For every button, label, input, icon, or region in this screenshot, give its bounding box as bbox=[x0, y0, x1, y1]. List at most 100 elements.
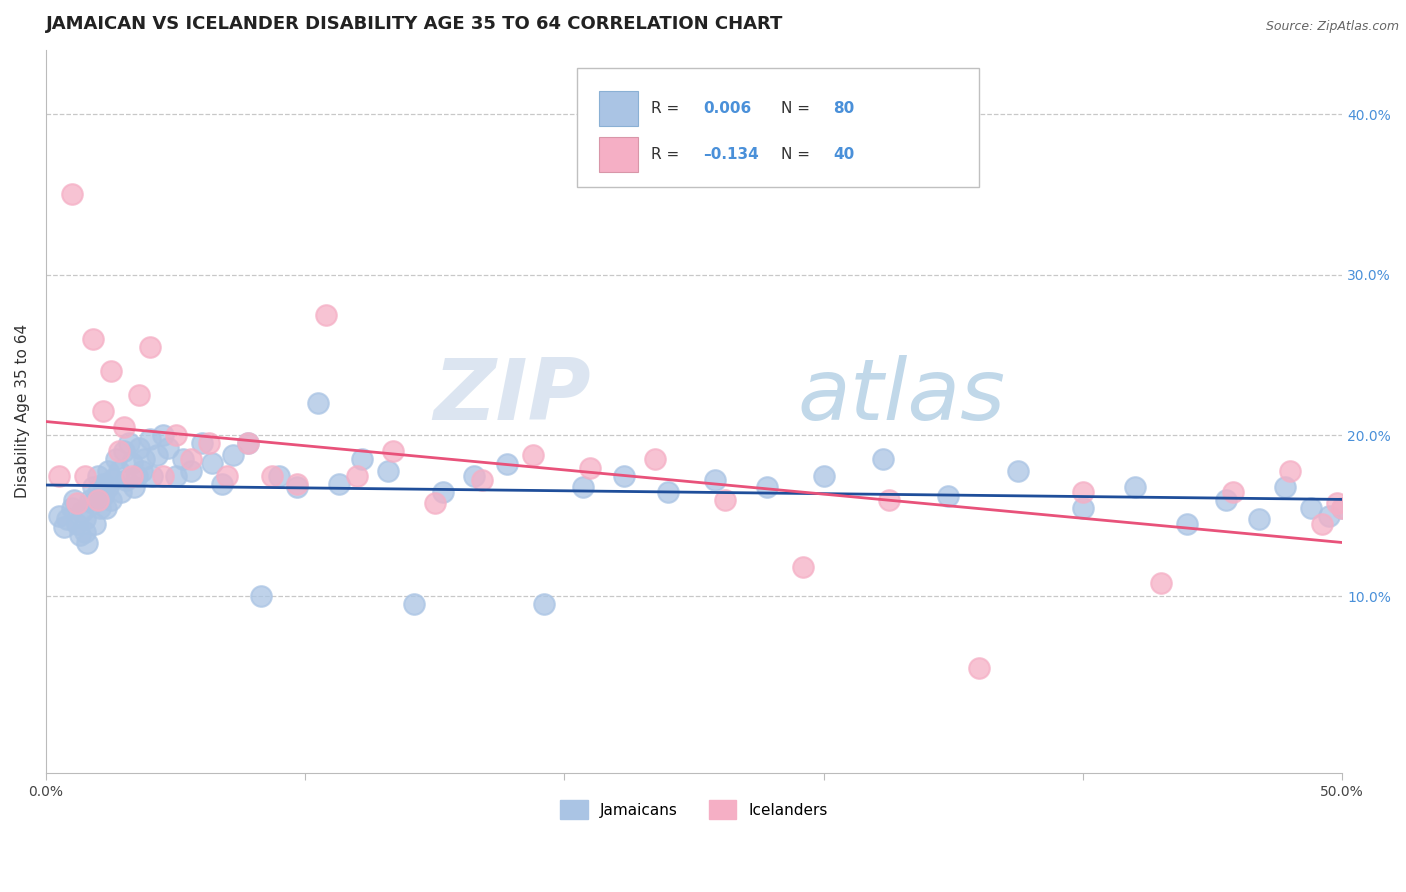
Point bbox=[100, 492, 122, 507]
Point bbox=[87, 484, 110, 499]
Point bbox=[1150, 576, 1173, 591]
Point bbox=[94, 500, 117, 515]
Point bbox=[128, 442, 150, 456]
Point bbox=[644, 452, 666, 467]
Point bbox=[60, 187, 83, 202]
Point bbox=[1326, 496, 1348, 510]
Point bbox=[404, 597, 426, 611]
Point bbox=[1123, 480, 1146, 494]
Point bbox=[165, 468, 187, 483]
Point bbox=[48, 468, 70, 483]
Point bbox=[60, 500, 83, 515]
Text: JAMAICAN VS ICELANDER DISABILITY AGE 35 TO 64 CORRELATION CHART: JAMAICAN VS ICELANDER DISABILITY AGE 35 … bbox=[46, 15, 783, 33]
Point bbox=[125, 468, 148, 483]
Point bbox=[115, 474, 138, 488]
Point bbox=[48, 508, 70, 523]
Point bbox=[377, 464, 399, 478]
Point bbox=[470, 474, 492, 488]
Point bbox=[107, 444, 129, 458]
Point bbox=[55, 512, 77, 526]
Point bbox=[131, 464, 153, 478]
Point bbox=[97, 464, 120, 478]
Point bbox=[496, 458, 519, 472]
Point bbox=[1007, 464, 1029, 478]
Point bbox=[172, 452, 194, 467]
Point bbox=[73, 524, 96, 539]
Point bbox=[1215, 492, 1237, 507]
Point bbox=[79, 492, 101, 507]
Point bbox=[571, 480, 593, 494]
Text: atlas: atlas bbox=[797, 355, 1005, 438]
Text: –0.134: –0.134 bbox=[703, 147, 759, 162]
Point bbox=[238, 436, 260, 450]
Point bbox=[146, 448, 169, 462]
Point bbox=[66, 516, 89, 531]
Point bbox=[141, 468, 163, 483]
Point bbox=[1175, 516, 1198, 531]
Point bbox=[1331, 500, 1354, 515]
Point bbox=[1274, 480, 1296, 494]
Point bbox=[121, 456, 143, 470]
Text: ZIP: ZIP bbox=[433, 355, 591, 438]
Point bbox=[657, 484, 679, 499]
Point bbox=[152, 468, 174, 483]
Point bbox=[221, 448, 243, 462]
Text: N =: N = bbox=[780, 101, 810, 116]
Point bbox=[269, 468, 291, 483]
Point bbox=[1310, 516, 1333, 531]
Point bbox=[877, 492, 900, 507]
Text: 0.006: 0.006 bbox=[703, 101, 751, 116]
Point bbox=[238, 436, 260, 450]
Point bbox=[66, 496, 89, 510]
Point bbox=[63, 492, 86, 507]
Point bbox=[703, 474, 725, 488]
Point bbox=[82, 480, 104, 494]
Text: 40: 40 bbox=[832, 147, 853, 162]
Point bbox=[69, 528, 91, 542]
Legend: Jamaicans, Icelanders: Jamaicans, Icelanders bbox=[553, 793, 835, 827]
Point bbox=[463, 468, 485, 483]
Text: Source: ZipAtlas.com: Source: ZipAtlas.com bbox=[1265, 20, 1399, 33]
FancyBboxPatch shape bbox=[578, 68, 980, 187]
Point bbox=[1331, 500, 1354, 515]
Point bbox=[1071, 500, 1094, 515]
Bar bbox=[599, 91, 638, 126]
Point bbox=[104, 452, 127, 467]
Point bbox=[72, 506, 94, 520]
Point bbox=[579, 460, 602, 475]
Point bbox=[84, 516, 107, 531]
Point bbox=[315, 308, 337, 322]
Point bbox=[112, 420, 135, 434]
Point bbox=[287, 476, 309, 491]
Point bbox=[307, 396, 329, 410]
Point bbox=[180, 464, 202, 478]
Bar bbox=[599, 137, 638, 172]
Point bbox=[89, 500, 111, 515]
Point bbox=[97, 480, 120, 494]
Point bbox=[152, 428, 174, 442]
Point bbox=[969, 661, 991, 675]
Point bbox=[287, 480, 309, 494]
Point bbox=[1071, 484, 1094, 499]
Point bbox=[107, 464, 129, 478]
Point bbox=[382, 444, 405, 458]
Point bbox=[432, 484, 454, 499]
Point bbox=[100, 364, 122, 378]
Point bbox=[118, 436, 141, 450]
Point bbox=[346, 468, 368, 483]
Point bbox=[190, 436, 212, 450]
Point bbox=[714, 492, 737, 507]
Point bbox=[82, 332, 104, 346]
Point bbox=[813, 468, 835, 483]
Point bbox=[1222, 484, 1244, 499]
Point bbox=[134, 452, 156, 467]
Point bbox=[217, 468, 239, 483]
Point bbox=[82, 496, 104, 510]
Point bbox=[156, 442, 179, 456]
Point bbox=[936, 490, 959, 504]
Point bbox=[352, 452, 374, 467]
Point bbox=[73, 468, 96, 483]
Point bbox=[1317, 508, 1340, 523]
Point bbox=[522, 448, 544, 462]
Point bbox=[423, 496, 446, 510]
